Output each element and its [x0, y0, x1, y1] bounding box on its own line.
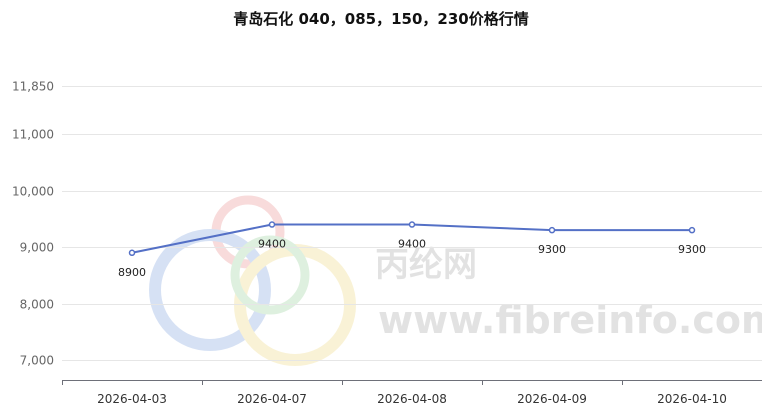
data-label: 9300 [538, 243, 566, 256]
y-tick-label: 11,000 [12, 128, 54, 142]
x-axis: 2026-04-03 2026-04-07 2026-04-08 2026-04-09… [62, 380, 762, 406]
y-tick-label: 11,850 [12, 80, 54, 94]
watermark-ring-red [211, 195, 285, 269]
y-axis: 7,000 8,000 9,000 10,000 11,000 11,850 [12, 80, 54, 368]
y-tick-label: 7,000 [20, 354, 54, 368]
data-labels: 8900 9400 9400 9300 9300 [118, 238, 706, 279]
chart-title: 青岛石化 040，085，150，230价格行情 [233, 10, 528, 28]
watermark: 丙纶网 www.fibreinfo.com [149, 195, 762, 366]
watermark-url-text: www.fibreinfo.com [378, 298, 762, 342]
x-tick-label: 2026-04-10 [657, 392, 727, 406]
data-label: 9400 [398, 238, 426, 251]
data-point [548, 226, 556, 234]
x-tick-label: 2026-04-09 [517, 392, 587, 406]
x-tick-label: 2026-04-08 [377, 392, 447, 406]
series-layer [128, 221, 696, 257]
y-tick-label: 10,000 [12, 185, 54, 199]
data-label: 9300 [678, 243, 706, 256]
x-tick-label: 2026-04-03 [97, 392, 167, 406]
data-label: 8900 [118, 266, 146, 279]
data-point [688, 226, 696, 234]
data-point [408, 221, 416, 228]
grid-lines [62, 86, 762, 361]
data-label: 9400 [258, 238, 286, 251]
watermark-ring-blue [149, 229, 271, 351]
watermark-cn-text: 丙纶网 [375, 245, 477, 285]
data-point [128, 249, 136, 257]
data-point [268, 221, 276, 228]
y-tick-label: 9,000 [20, 241, 54, 255]
y-tick-label: 8,000 [20, 298, 54, 312]
x-tick-label: 2026-04-07 [237, 392, 307, 406]
watermark-ring-green [230, 235, 310, 315]
